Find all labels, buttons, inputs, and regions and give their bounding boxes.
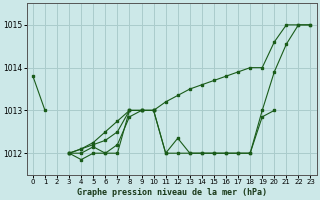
X-axis label: Graphe pression niveau de la mer (hPa): Graphe pression niveau de la mer (hPa) bbox=[77, 188, 267, 197]
